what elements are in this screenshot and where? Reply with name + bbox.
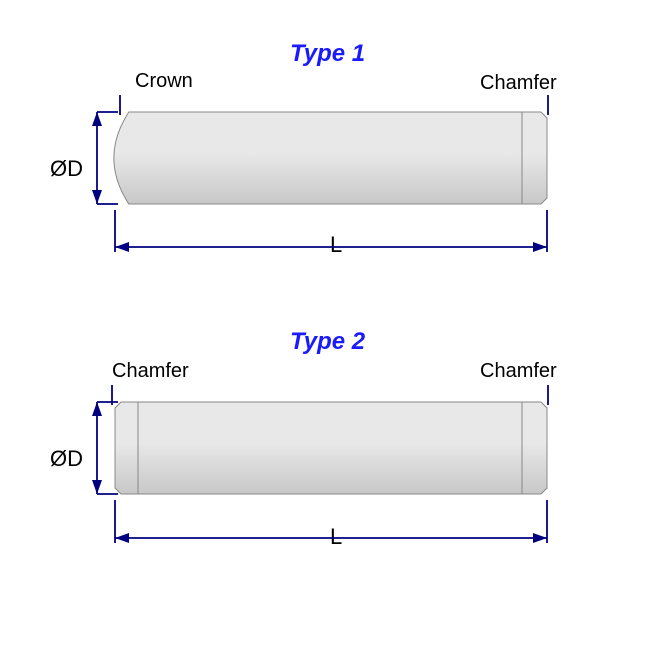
diagram-container: Type 1 Crown Chamfer ØD L Type 2 Chamfer… [0,0,670,670]
diagram-svg [0,0,670,670]
